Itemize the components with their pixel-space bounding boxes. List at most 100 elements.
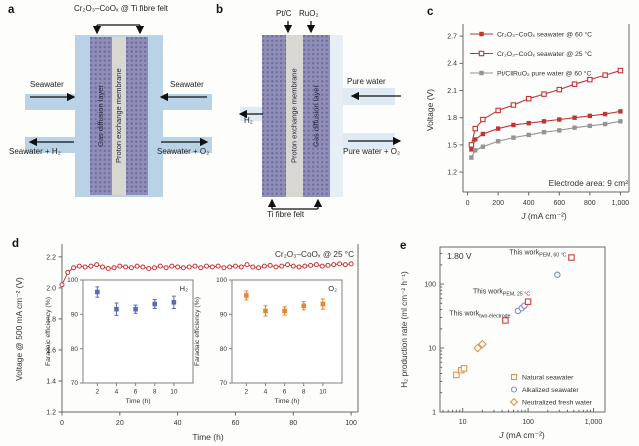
seawater-outlet-channel-left bbox=[25, 137, 76, 153]
svg-text:100: 100 bbox=[345, 420, 357, 427]
svg-text:This worktwo-electrode: This worktwo-electrode bbox=[449, 310, 510, 319]
svg-text:0: 0 bbox=[60, 420, 64, 427]
svg-text:10: 10 bbox=[170, 389, 178, 396]
panel-d-stability-chart: 1.2 1.4 1.6 1.8 2.0 2.2 0 20 40 60 80 100 Voltage @ … bbox=[14, 244, 359, 442]
panel-label-d: d bbox=[12, 238, 20, 250]
svg-text:80: 80 bbox=[289, 420, 297, 427]
svg-text:800: 800 bbox=[584, 200, 596, 207]
svg-text:40: 40 bbox=[174, 420, 182, 427]
catalyst-layer-b-left bbox=[262, 35, 286, 197]
svg-text:Neutralized fresh water: Neutralized fresh water bbox=[522, 399, 593, 406]
flow-label-seawater-h2-out: Seawater + H₂ bbox=[9, 147, 61, 156]
flow-label-seawater-o2-out: Seawater + O₂ bbox=[157, 147, 210, 156]
svg-text:1: 1 bbox=[432, 409, 436, 416]
svg-text:0: 0 bbox=[466, 200, 470, 207]
seawater-inlet-channel-right bbox=[162, 94, 212, 110]
svg-text:2.7: 2.7 bbox=[447, 34, 457, 41]
svg-text:J (mA cm⁻²): J (mA cm⁻²) bbox=[498, 430, 545, 440]
svg-text:100: 100 bbox=[522, 419, 534, 426]
svg-text:Natural seawater: Natural seawater bbox=[522, 374, 574, 381]
panel-c-polarization-chart: 1.2 1.5 1.8 2.1 2.4 2.7 0 200 400 600 800 1,000 Volt… bbox=[425, 24, 630, 221]
svg-text:400: 400 bbox=[523, 200, 535, 207]
panel-d-o2-faradaic-inset: 70 80 90 100 2 4 6 8 10 O₂ Faradaic efficiency (%)… bbox=[194, 277, 343, 405]
svg-text:70: 70 bbox=[220, 380, 228, 387]
svg-text:1.4: 1.4 bbox=[46, 378, 56, 385]
svg-text:4: 4 bbox=[264, 389, 268, 396]
catalyst-label-ruo2: RuO₂ bbox=[299, 9, 319, 18]
svg-text:This workPEM, 60 °C: This workPEM, 60 °C bbox=[509, 250, 566, 259]
svg-text:1,000: 1,000 bbox=[612, 200, 630, 207]
svg-text:Cr₂O₃–CoOₓ seawater @ 60 °C: Cr₂O₃–CoOₓ seawater @ 60 °C bbox=[497, 30, 592, 38]
svg-text:10: 10 bbox=[428, 345, 436, 352]
svg-text:10: 10 bbox=[319, 389, 327, 396]
svg-text:8: 8 bbox=[302, 389, 306, 396]
svg-text:8: 8 bbox=[153, 389, 157, 396]
svg-text:6: 6 bbox=[283, 389, 287, 396]
svg-text:Cr₂O₃–CoOₓ @ 25 °C: Cr₂O₃–CoOₓ @ 25 °C bbox=[275, 250, 354, 259]
panel-label-b: b bbox=[216, 4, 224, 16]
gas-diffusion-layer-a-left bbox=[90, 37, 112, 195]
svg-text:Time (h): Time (h) bbox=[125, 398, 150, 405]
svg-text:90: 90 bbox=[71, 312, 79, 319]
svg-text:1.2: 1.2 bbox=[46, 409, 56, 416]
svg-text:Faradaic efficiency (%): Faradaic efficiency (%) bbox=[194, 297, 201, 366]
flow-label-pure-water-o2-out: Pure water + O₂ bbox=[343, 147, 401, 156]
panel-a-title: Cr₂O₃–CoOₓ @ Ti fibre felt bbox=[73, 4, 169, 13]
flow-label-seawater-in-right: Seawater bbox=[170, 80, 204, 89]
svg-text:60: 60 bbox=[232, 420, 240, 427]
svg-text:Alkalized seawater: Alkalized seawater bbox=[522, 387, 579, 394]
svg-text:1.2: 1.2 bbox=[447, 169, 457, 176]
svg-text:100: 100 bbox=[424, 281, 436, 288]
svg-text:4: 4 bbox=[115, 389, 119, 396]
panel-e-comparison-chart: 10 100 1,000 1 10 100 This worktwo-electrode Th… bbox=[400, 246, 606, 440]
flow-label-h2-out: H₂ bbox=[244, 116, 253, 125]
panel-label-a: a bbox=[8, 4, 15, 16]
svg-text:2.0: 2.0 bbox=[46, 285, 56, 292]
catalyst-label-ptc: Pt/C bbox=[276, 9, 292, 18]
flow-label-pure-water-in: Pure water bbox=[347, 77, 386, 86]
substrate-label-ti-fibre-felt: Ti fibre felt bbox=[267, 210, 305, 219]
panel-d-h2-faradaic-inset: 70 80 90 100 2 4 6 8 10 H₂ Faradaic efficiency (%)… bbox=[45, 277, 194, 405]
proton-exchange-membrane-b bbox=[286, 35, 303, 197]
svg-text:H₂: H₂ bbox=[180, 284, 188, 293]
svg-text:1.8: 1.8 bbox=[46, 316, 56, 323]
svg-text:80: 80 bbox=[71, 346, 79, 353]
svg-text:Faradaic efficiency (%): Faradaic efficiency (%) bbox=[45, 297, 52, 366]
flow-label-seawater-in-left: Seawater bbox=[30, 80, 64, 89]
svg-text:80: 80 bbox=[220, 346, 228, 353]
svg-text:70: 70 bbox=[71, 380, 79, 387]
panel-label-e: e bbox=[400, 240, 407, 252]
svg-text:This workPEM, 25 °C: This workPEM, 25 °C bbox=[473, 289, 530, 298]
svg-text:Cr₂O₃–CoOₓ seawater @ 25 °C: Cr₂O₃–CoOₓ seawater @ 25 °C bbox=[497, 50, 592, 58]
svg-text:Time (h): Time (h) bbox=[274, 398, 299, 405]
svg-text:100: 100 bbox=[216, 277, 227, 284]
svg-text:Voltage (V): Voltage (V) bbox=[425, 89, 435, 131]
diagram-arrows-overlay bbox=[28, 21, 402, 210]
svg-text:2: 2 bbox=[96, 389, 100, 396]
svg-text:1,000: 1,000 bbox=[585, 419, 603, 426]
svg-text:1.8: 1.8 bbox=[447, 115, 457, 122]
cell-frame-b bbox=[330, 35, 343, 197]
svg-text:90: 90 bbox=[220, 312, 228, 319]
svg-text:2: 2 bbox=[245, 389, 249, 396]
svg-text:20: 20 bbox=[116, 420, 124, 427]
svg-text:6: 6 bbox=[134, 389, 138, 396]
svg-text:Electrode area: 9 cm²: Electrode area: 9 cm² bbox=[549, 178, 629, 188]
svg-text:600: 600 bbox=[553, 200, 565, 207]
svg-text:Time (h): Time (h) bbox=[192, 432, 223, 442]
svg-text:2.1: 2.1 bbox=[447, 88, 457, 95]
svg-text:2.4: 2.4 bbox=[447, 61, 457, 68]
panel-label-c: c bbox=[427, 6, 434, 18]
seawater-inlet-channel-left bbox=[25, 94, 76, 110]
svg-text:1.6: 1.6 bbox=[46, 347, 56, 354]
gas-diffusion-layer-a-right bbox=[126, 37, 148, 195]
svg-text:O₂: O₂ bbox=[328, 284, 337, 293]
svg-text:J (mA cm⁻²): J (mA cm⁻²) bbox=[520, 211, 567, 221]
svg-text:Pt/C‖RuO₂ pure water @ 60 °C: Pt/C‖RuO₂ pure water @ 60 °C bbox=[497, 69, 591, 77]
svg-text:2.2: 2.2 bbox=[46, 254, 56, 261]
svg-text:10: 10 bbox=[459, 419, 467, 426]
svg-text:1.5: 1.5 bbox=[447, 142, 457, 149]
svg-text:1.80 V: 1.80 V bbox=[447, 251, 472, 261]
gas-diffusion-layer-b bbox=[303, 35, 330, 197]
